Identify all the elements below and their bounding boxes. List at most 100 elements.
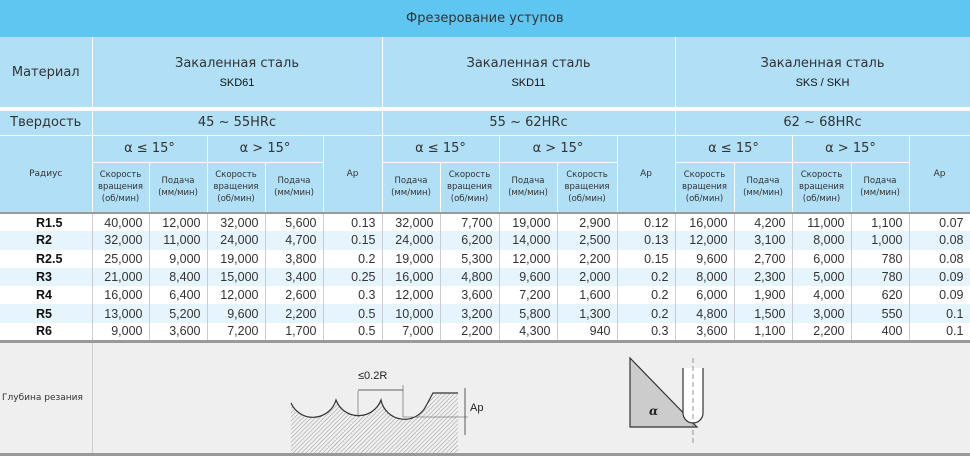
step-profile: ≤0.2R Ap	[289, 370, 483, 453]
cell-value: 4,000	[792, 286, 852, 305]
material-label: Материал	[0, 37, 93, 111]
alpha-gt-header: α > 15°	[499, 135, 618, 163]
alpha-gt-header: α > 15°	[792, 135, 910, 163]
table-row: R3 21,000 8,400 15,000 3,400 0.25 16,000 4,800 9…	[0, 267, 970, 287]
hardness-value: 62 ~ 68HRc	[675, 109, 970, 136]
cell-value: 5,000	[792, 267, 852, 287]
cell-value: 0.3	[323, 286, 383, 305]
cell-value: 0.15	[323, 231, 383, 250]
cell-value: 9,000	[149, 249, 208, 268]
cell-value: 16,000	[382, 267, 441, 287]
sub-header: Скорость вращения (об/мин)	[440, 162, 500, 214]
cell-value: 24,000	[382, 231, 441, 250]
cell-value: 3,600	[675, 322, 735, 343]
cell-value: 0.1	[909, 304, 970, 323]
cell-value: 0.2	[617, 286, 676, 305]
material-code: SKS / SKH	[795, 76, 850, 89]
cell-value: 2,600	[265, 286, 324, 305]
cell-value: 400	[851, 322, 910, 343]
ap-label: Ap	[470, 402, 483, 414]
cell-value: 3,600	[440, 286, 500, 305]
cell-value: 2,700	[734, 249, 793, 268]
radius-cell: R2	[0, 231, 93, 250]
cell-value: 5,600	[265, 213, 324, 232]
sub-header: Подача (мм/мин)	[265, 162, 324, 214]
table-row: R5 13,000 5,200 9,600 2,200 0.5 10,000 3,200 5,8…	[0, 304, 970, 323]
cutting-depth-diagram: ≤0.2R Ap α	[289, 356, 704, 453]
cell-value: 0.13	[617, 231, 676, 250]
cell-value: 2,200	[440, 322, 500, 343]
sub-header: Подача (мм/мин)	[851, 162, 910, 214]
alpha-le-header: α ≤ 15°	[92, 135, 208, 163]
cell-value: 1,700	[265, 322, 324, 343]
cell-value: 0.13	[323, 213, 383, 232]
cell-value: 5,800	[499, 304, 558, 323]
cell-value: 3,600	[149, 322, 208, 343]
cell-value: 16,000	[92, 286, 150, 305]
cell-value: 2,200	[792, 322, 852, 343]
cell-value: 0.2	[617, 304, 676, 323]
cell-value: 32,000	[382, 213, 441, 232]
cell-value: 7,200	[207, 322, 266, 343]
cell-value: 9,000	[92, 322, 150, 343]
cell-value: 0.2	[323, 249, 383, 268]
cell-value: 0.12	[617, 213, 676, 232]
cell-value: 5,300	[440, 249, 500, 268]
material-1: Закаленная сталь SKD11	[382, 37, 676, 111]
material-code: SKD61	[219, 76, 255, 89]
cell-value: 12,000	[207, 286, 266, 305]
cell-value: 9,600	[207, 304, 266, 323]
alpha-le-header: α ≤ 15°	[382, 135, 500, 163]
cell-value: 3,400	[265, 267, 324, 287]
cell-value: 3,000	[792, 304, 852, 323]
sub-header: Подача (мм/мин)	[734, 162, 793, 214]
cell-value: 19,000	[499, 213, 558, 232]
cell-value: 0.08	[909, 231, 970, 250]
cell-value: 0.2	[617, 267, 676, 287]
cell-value: 4,800	[675, 304, 735, 323]
cell-value: 19,000	[382, 249, 441, 268]
cell-value: 1,300	[557, 304, 618, 323]
sub-header: Скорость вращения (об/мин)	[792, 162, 852, 214]
cell-value: 24,000	[207, 231, 266, 250]
cell-value: 9,600	[675, 249, 735, 268]
sub-header: Скорость вращения (об/мин)	[92, 162, 150, 214]
sub-header: Подача (мм/мин)	[499, 162, 558, 214]
depth-diagrams: ≤0.2R Ap α	[92, 341, 970, 456]
cell-value: 940	[557, 322, 618, 343]
cell-value: 25,000	[92, 249, 150, 268]
cell-value: 32,000	[207, 213, 266, 232]
cell-value: 550	[851, 304, 910, 323]
cell-value: 0.08	[909, 249, 970, 268]
cell-value: 11,000	[149, 231, 208, 250]
table-title: Фрезерование уступов	[0, 0, 970, 37]
cell-value: 11,000	[792, 213, 852, 232]
cell-value: 1,600	[557, 286, 618, 305]
cell-value: 6,200	[440, 231, 500, 250]
cell-value: 0.1	[909, 322, 970, 343]
table-row: R6 9,000 3,600 7,200 1,700 0.5 7,000 2,200 4,300…	[0, 322, 970, 343]
material-name: Закаленная сталь	[760, 55, 885, 71]
cell-value: 4,800	[440, 267, 500, 287]
radius-cell: R5	[0, 304, 93, 323]
table-row: R2 32,000 11,000 24,000 4,700 0.15 24,000 6,200…	[0, 231, 970, 250]
alpha-le-header: α ≤ 15°	[675, 135, 793, 163]
cell-value: 7,200	[499, 286, 558, 305]
cell-value: 2,300	[734, 267, 793, 287]
sub-header: Скорость вращения (об/мин)	[557, 162, 618, 214]
cell-value: 9,600	[499, 267, 558, 287]
cell-value: 4,700	[265, 231, 324, 250]
cell-value: 2,200	[265, 304, 324, 323]
cell-value: 21,000	[92, 267, 150, 287]
cell-value: 0.3	[617, 322, 676, 343]
cell-value: 7,700	[440, 213, 500, 232]
alpha-gt-header: α > 15°	[207, 135, 324, 163]
material-name: Закаленная сталь	[174, 55, 299, 71]
cell-value: 12,000	[499, 249, 558, 268]
sub-header: Подача (мм/мин)	[149, 162, 208, 214]
cell-value: 10,000	[382, 304, 441, 323]
radius-cell: R6	[0, 322, 93, 343]
material-0: Закаленная сталь SKD61	[92, 37, 383, 111]
cell-value: 8,000	[675, 267, 735, 287]
